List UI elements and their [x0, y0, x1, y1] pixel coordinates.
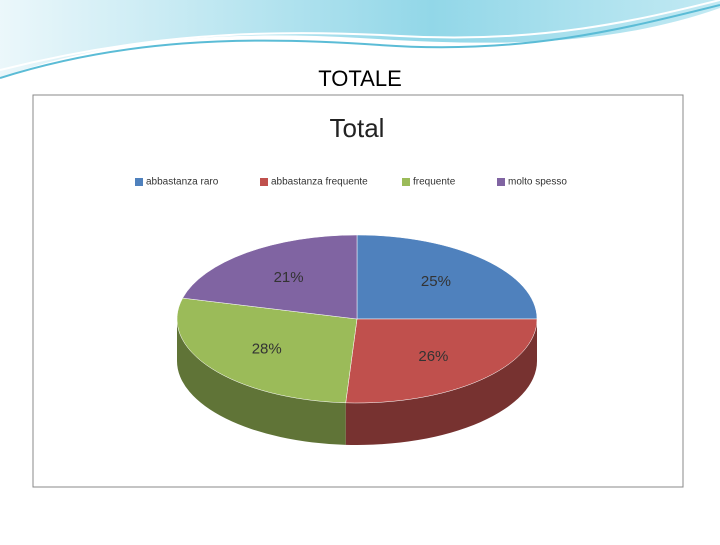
legend-swatch: [135, 178, 143, 186]
slice: [176, 297, 358, 404]
slide-title: TOTALE: [318, 66, 402, 91]
legend-label: frequente: [413, 177, 456, 188]
legend-label: molto spesso: [508, 177, 567, 188]
slice-side: [177, 319, 346, 445]
data-label: 28%: [252, 341, 282, 358]
plot: abbastanza raro abbastanza frequente frequ…: [135, 177, 567, 445]
header-decoration: [0, 0, 720, 79]
slice: [356, 234, 538, 320]
slice: [345, 318, 538, 404]
legend-label: abbastanza frequente: [271, 177, 368, 188]
slice: [182, 234, 358, 320]
data-label: 25%: [421, 273, 451, 290]
data-label: 26%: [418, 348, 448, 365]
slice-side: [345, 319, 537, 445]
legend-label: abbastanza raro: [146, 177, 219, 188]
chart-title: Total: [330, 113, 385, 143]
data-label: 21%: [274, 269, 304, 286]
legend-swatch: [260, 178, 268, 186]
legend-swatch: [497, 178, 505, 186]
legend-swatch: [402, 178, 410, 186]
